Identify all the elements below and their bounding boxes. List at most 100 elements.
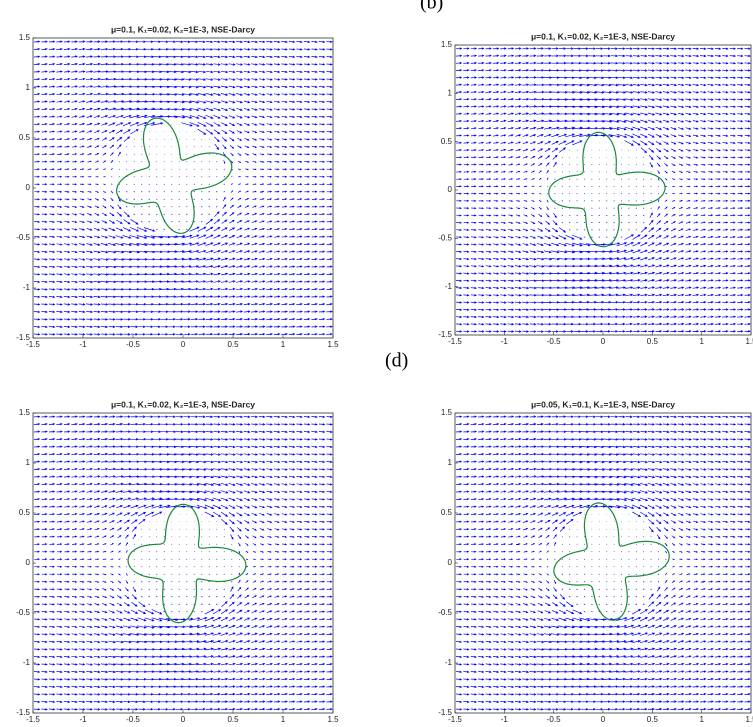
arrow: [492, 272, 500, 275]
arrow: [514, 301, 522, 304]
arrow: [311, 213, 318, 216]
arrow: [463, 119, 470, 123]
arrow: [107, 258, 117, 261]
arrow: [34, 153, 41, 156]
arrow: [175, 287, 185, 291]
arrow: [49, 250, 56, 254]
arrow: [470, 257, 477, 261]
arrow: [198, 287, 207, 291]
arrow: [251, 280, 258, 283]
arrow: [304, 108, 311, 111]
arrow: [500, 323, 507, 326]
arrow: [236, 130, 243, 134]
arrow: [223, 596, 226, 598]
arrow: [93, 235, 101, 239]
arrow: [522, 61, 530, 65]
arrow: [78, 295, 86, 299]
arrow: [508, 207, 514, 210]
arrow: [236, 310, 244, 313]
arrow: [41, 77, 48, 81]
arrow: [456, 112, 463, 115]
arrow: [48, 295, 56, 299]
arrow: [266, 93, 273, 96]
arrow: [236, 78, 244, 81]
arrow: [100, 40, 109, 43]
arrow: [455, 61, 463, 65]
arrow: [643, 164, 645, 166]
arrow: [221, 122, 228, 127]
arrow: [64, 220, 70, 224]
arrow: [198, 272, 207, 276]
arrow: [514, 286, 522, 290]
arrow: [78, 85, 86, 88]
arrow: [514, 265, 522, 268]
arrow: [34, 107, 41, 111]
arrow: [326, 295, 333, 298]
arrow: [545, 162, 550, 167]
x-tick-label: -0.5: [126, 715, 140, 724]
arrow: [507, 90, 515, 94]
arrow: [485, 105, 492, 108]
arrow: [33, 92, 41, 96]
arrow: [243, 310, 251, 313]
arrow: [41, 258, 48, 261]
arrow: [205, 242, 214, 246]
arrow: [522, 90, 530, 94]
arrow: [183, 317, 191, 321]
arrow: [463, 112, 470, 115]
arrow: [554, 200, 556, 202]
arrow: [470, 294, 477, 297]
arrow: [231, 551, 233, 553]
arrow: [126, 168, 128, 170]
arrow: [296, 287, 303, 291]
arrow: [49, 160, 55, 163]
arrow: [64, 153, 70, 156]
arrow: [34, 250, 41, 254]
arrow: [281, 317, 289, 321]
arrow: [266, 272, 273, 276]
arrow: [190, 310, 199, 313]
arrow: [492, 61, 500, 65]
arrow: [537, 221, 543, 225]
arrow: [118, 191, 120, 193]
arrow: [79, 168, 85, 170]
arrow: [643, 178, 645, 180]
arrow: [485, 134, 492, 137]
arrow: [78, 280, 86, 284]
arrow: [642, 222, 645, 224]
arrow: [273, 332, 281, 336]
arrow: [478, 112, 485, 115]
arrow: [71, 100, 78, 103]
arrow: [182, 85, 192, 89]
x-tick-label: 1: [281, 715, 286, 724]
arrow: [129, 227, 140, 232]
arrow: [213, 332, 221, 336]
arrow: [259, 227, 266, 231]
arrow: [281, 235, 288, 238]
arrow: [289, 190, 295, 193]
arrow: [258, 302, 266, 306]
arrow: [492, 105, 500, 108]
arrow: [485, 229, 492, 232]
arrow: [485, 243, 492, 246]
arrow: [100, 92, 109, 96]
arrow: [288, 63, 296, 66]
arrow: [507, 323, 515, 326]
arrow: [133, 153, 135, 155]
arrow: [94, 212, 100, 216]
arrow: [86, 258, 94, 261]
x-tick-label: -1: [79, 715, 87, 724]
panel: -1.5-1-0.500.511.5-1.5-1-0.500.511.5μ=0.…: [385, 350, 753, 725]
arrow: [274, 213, 280, 216]
arrow: [243, 280, 251, 283]
arrow: [220, 295, 229, 298]
arrow: [470, 315, 478, 319]
arrow: [244, 205, 250, 208]
arrow: [258, 310, 266, 313]
arrow: [281, 145, 288, 148]
arrow: [228, 227, 236, 231]
arrow: [303, 272, 311, 276]
arrow: [141, 536, 143, 538]
arrow: [198, 70, 207, 74]
arrow: [141, 573, 143, 575]
